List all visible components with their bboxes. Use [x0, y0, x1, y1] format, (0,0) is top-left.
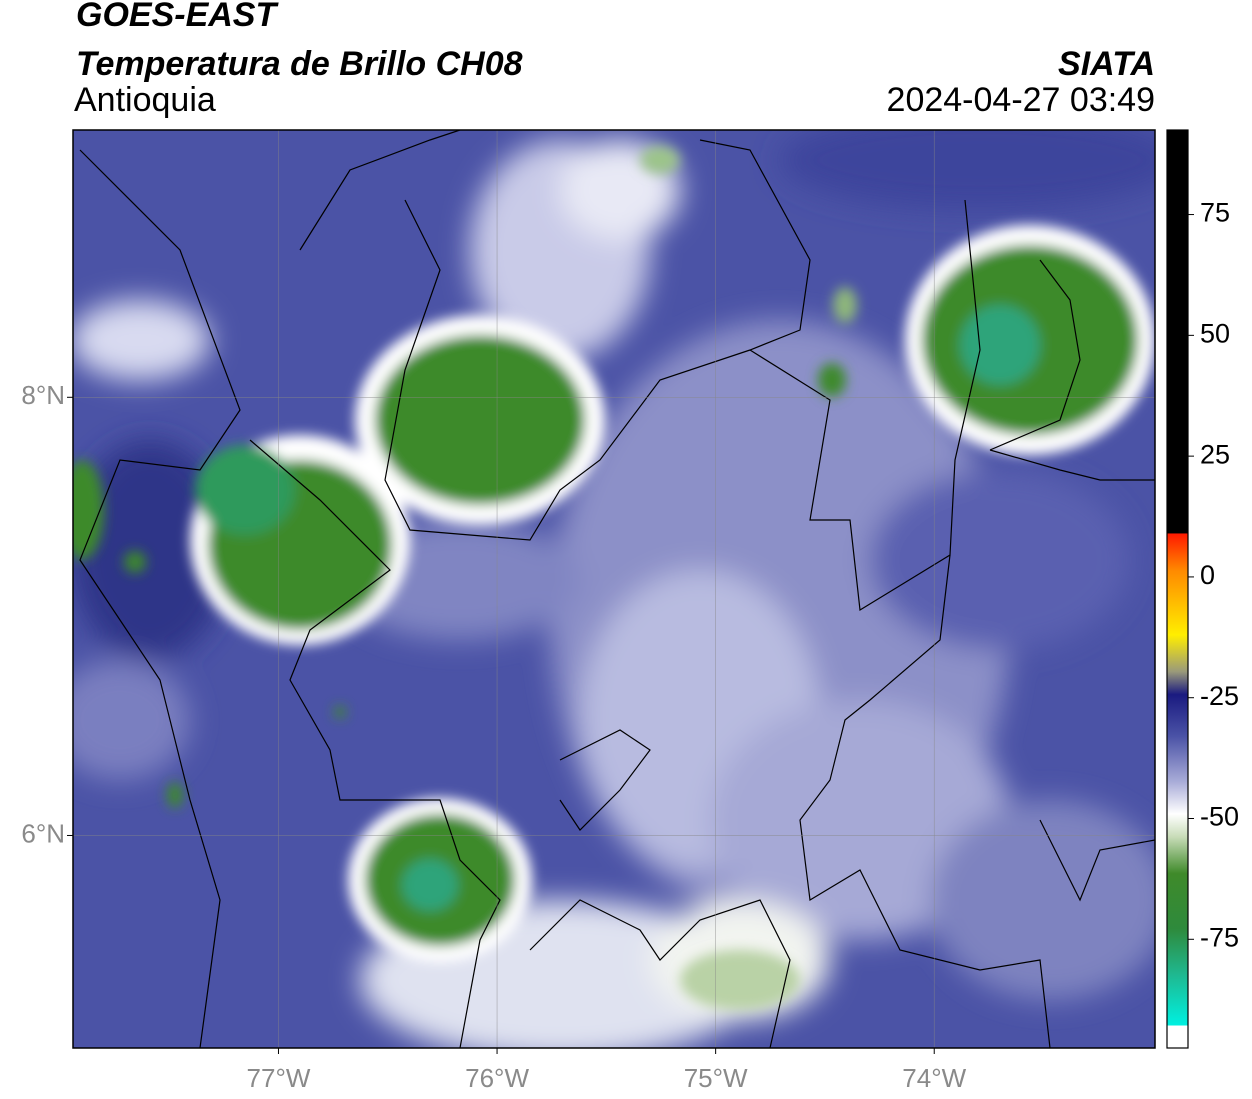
colorbar-tick-label: -75 [1200, 922, 1239, 952]
x-tick-label: 77°W [247, 1063, 311, 1093]
source: SIATA [1058, 45, 1155, 83]
colorbar-tick-label: -50 [1200, 802, 1239, 832]
region: Antioquia [74, 81, 216, 119]
y-tick-label: 6°N [21, 818, 65, 848]
map-frame [72, 129, 1156, 1049]
x-tick-label: 76°W [465, 1063, 529, 1093]
title: GOES-EAST [76, 0, 279, 34]
x-tick-label: 74°W [902, 1063, 966, 1093]
colorbar-tick-label: -25 [1200, 681, 1239, 711]
colorbar [1166, 129, 1189, 1049]
colorbar-tick-label: 0 [1200, 560, 1215, 590]
imagery [73, 130, 1155, 1048]
colorbar-tick-label: 25 [1200, 439, 1230, 469]
y-tick-label: 8°N [21, 380, 65, 410]
colorbar-tick-label: 75 [1200, 198, 1230, 228]
datetime: 2024-04-27 03:49 [887, 81, 1155, 119]
product: Temperatura de Brillo CH08 [76, 45, 523, 83]
colorbar-tick-label: 50 [1200, 318, 1230, 348]
x-tick-label: 75°W [684, 1063, 748, 1093]
grid [73, 130, 1155, 1048]
